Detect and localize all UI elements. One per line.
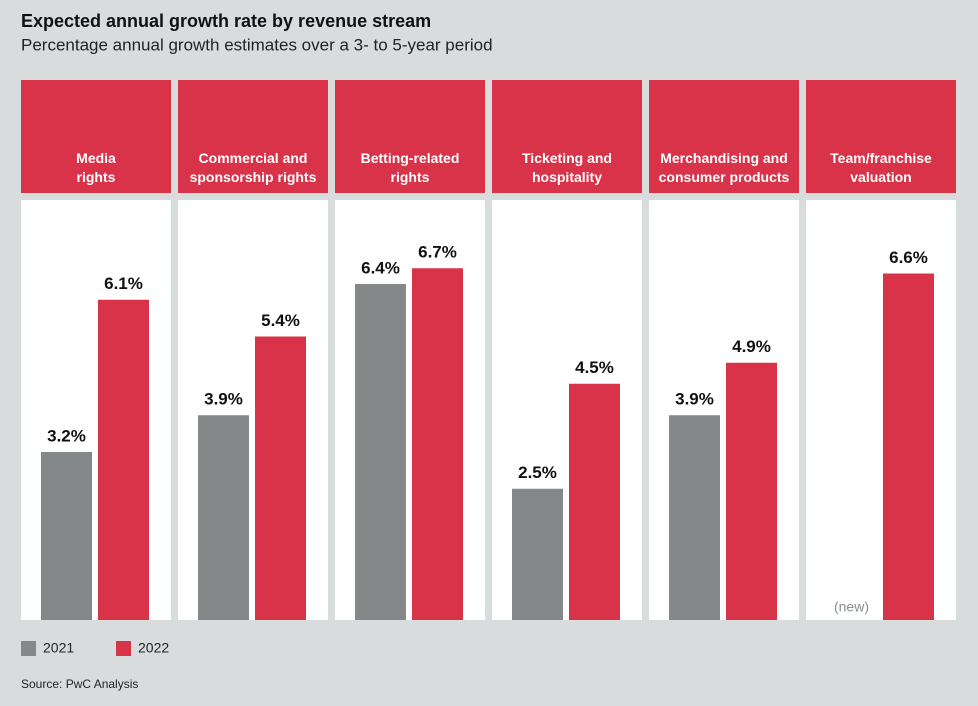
- category-label: Merchandising and consumer products: [659, 150, 790, 185]
- panel-header: [178, 80, 328, 193]
- value-label: 6.7%: [418, 243, 457, 262]
- value-label: 6.4%: [361, 258, 400, 277]
- bar: [98, 299, 149, 620]
- value-label: 2.5%: [518, 463, 557, 482]
- category-label: Ticketing and hospitality: [522, 150, 612, 185]
- bar: [41, 452, 92, 620]
- panel-header: [649, 80, 799, 193]
- legend-swatch: [21, 641, 36, 656]
- value-label: 4.5%: [575, 358, 614, 377]
- value-label: 6.6%: [889, 248, 928, 267]
- value-label: 6.1%: [104, 274, 143, 293]
- panel-header: [335, 80, 485, 193]
- chart-title: Expected annual growth rate by revenue s…: [21, 11, 431, 31]
- category-label: Team/franchise valuation: [830, 150, 932, 185]
- category-label: Commercial and sponsorship rights: [190, 150, 317, 185]
- value-label: 4.9%: [732, 337, 771, 356]
- bar: [883, 273, 934, 620]
- value-label: 3.2%: [47, 426, 86, 445]
- category-label: Betting-related rights: [361, 150, 460, 185]
- panel-header: [806, 80, 956, 193]
- panel-header: [21, 80, 171, 193]
- value-label: 3.9%: [204, 390, 243, 409]
- bar: [355, 284, 406, 620]
- value-label: (new): [834, 599, 869, 615]
- bar: [412, 268, 463, 620]
- value-label: 5.4%: [261, 311, 300, 330]
- bar: [669, 415, 720, 620]
- legend-swatch: [116, 641, 131, 656]
- chart-subtitle: Percentage annual growth estimates over …: [21, 35, 493, 54]
- bar: [726, 362, 777, 620]
- bar: [255, 336, 306, 620]
- legend-label: 2022: [138, 640, 169, 656]
- value-label: 3.9%: [675, 390, 714, 409]
- legend-label: 2021: [43, 640, 74, 656]
- category-label: Media rights: [76, 150, 116, 185]
- panel-header: [492, 80, 642, 193]
- bar: [569, 383, 620, 620]
- bar: [512, 488, 563, 620]
- source: Source: PwC Analysis: [21, 677, 138, 691]
- bar: [198, 415, 249, 620]
